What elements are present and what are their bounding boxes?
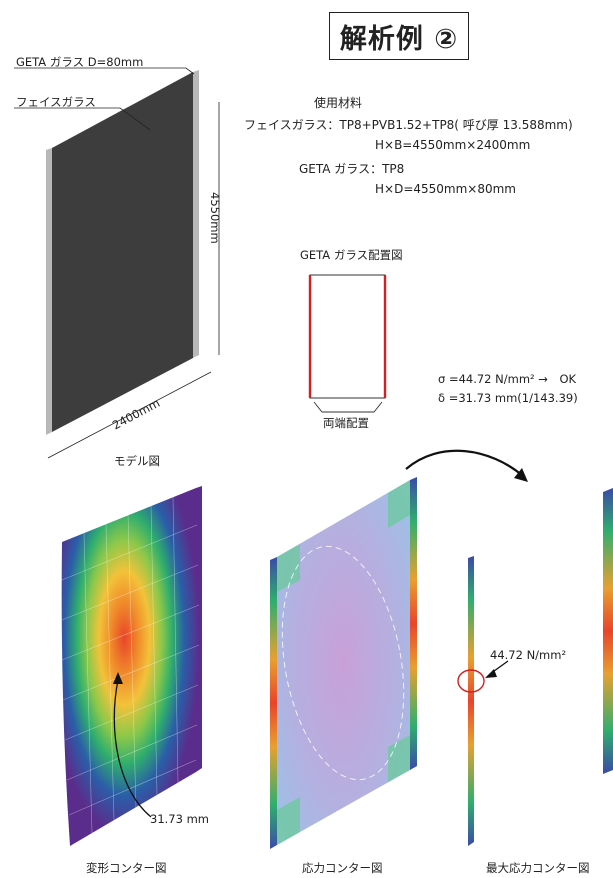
stress-left-fin	[270, 557, 277, 849]
max-stress-contour	[457, 488, 613, 846]
deform-grid	[61, 496, 200, 834]
layout-diagram-title: GETA ガラス配置図	[300, 248, 403, 262]
width-dim-line	[47, 371, 212, 459]
face-glass-label: フェイスガラス	[16, 95, 96, 109]
geta-glass-dimensions: H×D=4550mm×80mm	[375, 182, 516, 196]
geta-glass-spec: GETA ガラス：TP8	[299, 162, 405, 176]
max-stress-arrowhead	[485, 669, 497, 678]
deform-arrow	[113, 679, 152, 818]
materials-heading: 使用材料	[314, 96, 363, 110]
layout-bracket	[313, 401, 383, 413]
deform-panel	[61, 488, 198, 846]
transition-arrow	[405, 449, 524, 477]
delta-result: δ =31.73 mm(1/143.39)	[438, 391, 578, 405]
geta-glass-label: GETA ガラス D=80mm	[16, 55, 144, 69]
next-panel-partial	[603, 488, 613, 774]
stress-caption: 応力コンター図	[302, 861, 383, 875]
face-glass	[52, 72, 193, 432]
height-dimension-label: 4550mm	[208, 192, 222, 244]
stress-contour-line	[281, 545, 405, 781]
layout-outline	[309, 274, 386, 399]
max-stress-caption: 最大応力コンター図	[486, 861, 590, 875]
deform-arrowhead	[113, 672, 123, 684]
deformation-contour	[61, 486, 202, 846]
face-glass-spec: フェイスガラス：TP8+PVB1.52+TP8( 呼び厚 13.588mm)	[244, 118, 573, 132]
sigma-result: σ =44.72 N/mm² → OK	[438, 372, 577, 386]
stress-corner-br	[388, 735, 410, 782]
face-leader-line	[14, 107, 151, 131]
max-stress-marker	[457, 669, 485, 693]
stress-right-fin	[410, 477, 417, 770]
model-figure	[14, 67, 220, 459]
stress-contour	[270, 477, 417, 849]
stress-corner-bl	[277, 797, 300, 845]
deformation-caption: 変形コンター図	[86, 861, 167, 875]
geta-layout-diagram	[308, 274, 387, 413]
geta-glass-right	[193, 70, 199, 358]
stress-corner-tr	[388, 480, 410, 528]
model-caption: モデル図	[114, 454, 160, 468]
transition-arrowhead	[514, 468, 528, 482]
layout-diagram-label: 両端配置	[323, 416, 369, 430]
stress-max-value: 44.72 N/mm²	[490, 648, 567, 662]
page-title: 解析例 ②	[329, 12, 469, 60]
deformation-max-value: 31.73 mm	[150, 812, 209, 826]
face-glass-dimensions: H×B=4550mm×2400mm	[375, 138, 531, 152]
stress-panel	[277, 480, 410, 845]
geta-leader-line	[14, 67, 195, 75]
stress-corner-tl	[277, 544, 300, 592]
geta-glass-left	[46, 148, 52, 435]
max-stress-fin	[468, 556, 474, 846]
